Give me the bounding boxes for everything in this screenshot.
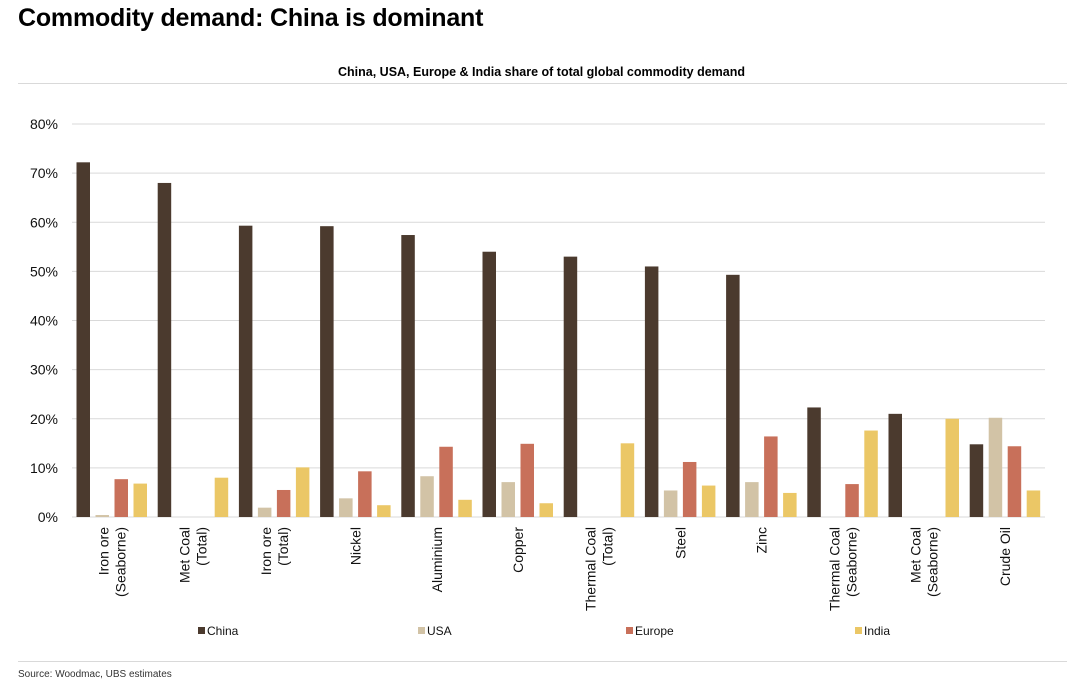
bar-india — [1026, 490, 1041, 517]
bar-china — [238, 225, 253, 517]
x-tick-label: Steel — [672, 527, 688, 559]
bar-india — [295, 467, 310, 517]
bar-europe — [114, 479, 128, 517]
chart-title: China, USA, Europe & India share of tota… — [338, 65, 745, 79]
bar-china — [563, 256, 578, 517]
y-tick-label: 30% — [30, 362, 58, 378]
bar-india — [133, 483, 147, 517]
bar-china — [157, 182, 172, 517]
bar-china — [644, 266, 659, 517]
x-tick-label: Zinc — [754, 527, 770, 553]
x-tick-label: (Seaborne) — [113, 527, 129, 597]
y-tick-label: 0% — [38, 509, 58, 525]
legend-swatch — [855, 627, 862, 634]
x-tick-label: Thermal Coal — [583, 527, 599, 611]
bar-india — [864, 430, 878, 517]
bar-europe — [682, 461, 697, 517]
x-tick-label: (Seaborne) — [925, 527, 941, 597]
bar-usa — [988, 417, 1003, 517]
y-tick-label: 60% — [30, 214, 58, 230]
bottom-divider — [18, 661, 1067, 662]
x-tick-label: Iron ore — [96, 527, 112, 575]
bar-usa — [95, 515, 109, 517]
x-tick-label: Aluminium — [429, 527, 445, 592]
bar-china — [969, 444, 984, 517]
x-tick-label: Copper — [510, 527, 526, 573]
bar-india — [945, 418, 959, 517]
x-tick-label: Nickel — [348, 527, 364, 565]
legend-swatch — [198, 627, 205, 634]
x-tick-label: Met Coal — [908, 527, 924, 583]
bar-india — [701, 485, 716, 517]
legend-label: USA — [427, 624, 452, 638]
bar-china — [482, 251, 496, 517]
x-tick-label: Met Coal — [177, 527, 193, 583]
bar-usa — [257, 507, 272, 517]
bar-europe — [845, 484, 859, 517]
bar-china — [888, 413, 902, 517]
bar-china — [807, 407, 821, 517]
bar-china — [401, 235, 415, 517]
y-tick-label: 50% — [30, 263, 58, 279]
bar-usa — [745, 482, 759, 517]
x-tick-label: (Total) — [600, 527, 616, 566]
bar-china — [726, 274, 740, 517]
x-tick-label: Thermal Coal — [826, 527, 842, 611]
bar-india — [214, 477, 229, 517]
y-tick-label: 40% — [30, 313, 58, 329]
bar-europe — [764, 436, 778, 517]
bar-india — [539, 503, 553, 517]
bar-india — [783, 492, 797, 517]
top-divider — [18, 83, 1067, 84]
bar-usa — [339, 498, 353, 517]
bar-europe — [439, 446, 453, 517]
legend-label: China — [207, 624, 239, 638]
page-headline: Commodity demand: China is dominant — [18, 4, 484, 32]
x-tick-label: (Total) — [194, 527, 210, 566]
y-tick-label: 20% — [30, 411, 58, 427]
bar-china — [76, 162, 90, 517]
bar-usa — [420, 476, 434, 517]
y-tick-label: 70% — [30, 165, 58, 181]
bar-usa — [663, 490, 678, 517]
bar-india — [377, 505, 391, 517]
source-note: Source: Woodmac, UBS estimates — [18, 669, 172, 680]
bar-europe — [520, 443, 534, 517]
bar-india — [620, 443, 635, 517]
x-tick-label: (Seaborne) — [843, 527, 859, 597]
bar-usa — [501, 482, 515, 517]
x-tick-label: (Total) — [275, 527, 291, 566]
bar-europe — [358, 471, 372, 517]
bar-europe — [1007, 446, 1022, 517]
legend-swatch — [626, 627, 633, 634]
bar-india — [458, 499, 472, 517]
legend-label: Europe — [635, 624, 674, 638]
bar-europe — [276, 489, 291, 517]
y-tick-label: 10% — [30, 460, 58, 476]
legend-label: India — [864, 624, 890, 638]
x-tick-label: Crude Oil — [997, 527, 1013, 586]
bar-china — [320, 226, 334, 517]
legend-swatch — [418, 627, 425, 634]
x-tick-label: Iron ore — [258, 527, 274, 575]
y-tick-label: 80% — [30, 116, 58, 132]
